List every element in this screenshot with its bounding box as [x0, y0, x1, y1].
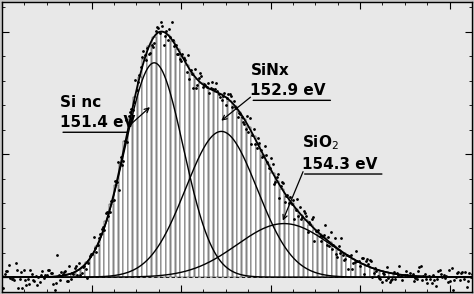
Bar [370, 268, 374, 277]
Bar [323, 238, 327, 277]
Bar [266, 164, 270, 277]
Bar [271, 173, 275, 277]
Bar [161, 32, 165, 277]
Bar [408, 276, 412, 277]
Bar [66, 274, 71, 277]
Bar [133, 97, 137, 277]
Bar [81, 267, 85, 277]
Bar [104, 220, 109, 277]
Text: SiNx: SiNx [250, 63, 289, 78]
Bar [147, 46, 151, 277]
Bar [57, 276, 61, 277]
Bar [394, 274, 398, 277]
Bar [100, 235, 104, 277]
Bar [213, 91, 218, 277]
Bar [380, 271, 384, 277]
Bar [118, 164, 123, 277]
Bar [275, 181, 280, 277]
Bar [304, 220, 308, 277]
Bar [71, 273, 75, 277]
Bar [142, 59, 146, 277]
Bar [171, 41, 175, 277]
Text: Si nc: Si nc [60, 95, 101, 110]
Text: SiO$_2$: SiO$_2$ [302, 133, 339, 152]
Bar [114, 185, 118, 277]
Bar [403, 275, 408, 277]
Bar [328, 242, 332, 277]
Bar [318, 234, 322, 277]
Bar [313, 230, 318, 277]
Bar [228, 101, 232, 277]
Bar [180, 57, 184, 277]
Bar [156, 32, 161, 277]
Bar [90, 255, 94, 277]
Bar [280, 189, 284, 277]
Text: 151.4 eV: 151.4 eV [60, 115, 136, 130]
Bar [389, 273, 393, 277]
Bar [399, 275, 403, 277]
Bar [166, 35, 170, 277]
Bar [290, 203, 294, 277]
Bar [152, 37, 156, 277]
Bar [123, 141, 128, 277]
Bar [365, 266, 370, 277]
Bar [242, 119, 246, 277]
Bar [309, 225, 313, 277]
Bar [261, 155, 265, 277]
Bar [137, 76, 142, 277]
Bar [237, 112, 241, 277]
Bar [109, 204, 113, 277]
Bar [361, 264, 365, 277]
Bar [76, 270, 80, 277]
Bar [185, 66, 189, 277]
Bar [209, 89, 213, 277]
Bar [346, 256, 351, 277]
Bar [413, 276, 417, 277]
Bar [85, 262, 90, 277]
Bar [62, 275, 66, 277]
Bar [299, 215, 303, 277]
Bar [128, 119, 132, 277]
Bar [194, 79, 199, 277]
Text: 154.3 eV: 154.3 eV [302, 157, 377, 172]
Bar [175, 49, 180, 277]
Bar [247, 127, 251, 277]
Bar [342, 253, 346, 277]
Bar [294, 209, 299, 277]
Bar [252, 136, 256, 277]
Bar [375, 270, 379, 277]
Bar [351, 259, 356, 277]
Bar [190, 73, 194, 277]
Bar [337, 250, 341, 277]
Bar [285, 196, 289, 277]
Bar [356, 262, 360, 277]
Bar [256, 145, 261, 277]
Bar [332, 246, 337, 277]
Bar [199, 83, 203, 277]
Bar [384, 272, 389, 277]
Bar [95, 246, 99, 277]
Bar [233, 106, 237, 277]
Bar [418, 276, 422, 277]
Bar [218, 94, 222, 277]
Bar [223, 97, 227, 277]
Text: 152.9 eV: 152.9 eV [250, 83, 326, 98]
Bar [204, 87, 208, 277]
